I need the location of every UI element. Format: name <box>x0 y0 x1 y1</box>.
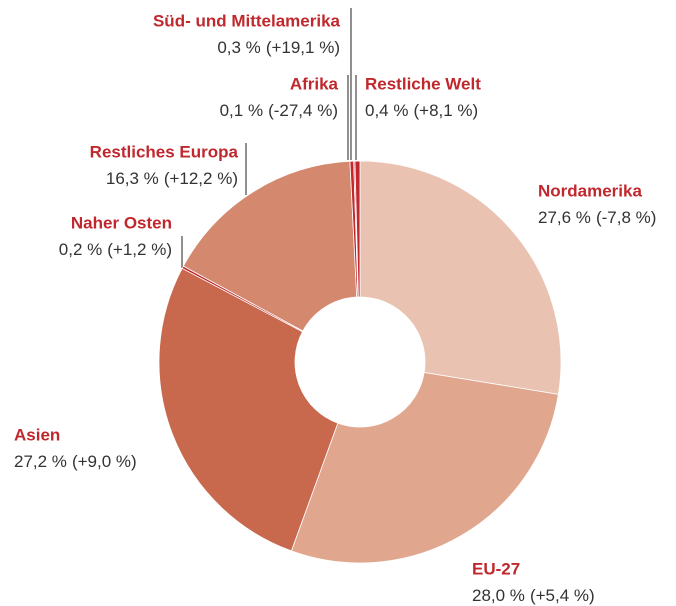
donut-segment <box>359 160 562 395</box>
value-text: 0,2 % <box>59 240 102 259</box>
donut-segment <box>290 372 559 564</box>
category-label: Asien <box>14 425 60 444</box>
value-label: 0,3 % (+19,1 %) <box>217 38 340 57</box>
change-text: (-27,4 %) <box>268 101 338 120</box>
value-text: 0,1 % <box>220 101 263 120</box>
category-label: Afrika <box>290 74 339 93</box>
change-text: (+12,2 %) <box>164 169 238 188</box>
category-label: Nordamerika <box>538 181 642 200</box>
value-text: 27,6 % <box>538 208 591 227</box>
category-label: Naher Osten <box>71 213 172 232</box>
category-label: EU-27 <box>472 559 520 578</box>
donut-segment <box>182 160 358 332</box>
change-text: (+19,1 %) <box>266 38 340 57</box>
category-label: Restliche Welt <box>365 74 481 93</box>
value-text: 0,4 % <box>365 101 408 120</box>
value-label: 0,4 % (+8,1 %) <box>365 101 478 120</box>
category-label: Restliches Europa <box>90 142 239 161</box>
donut-segment <box>354 160 361 298</box>
value-label: 16,3 % (+12,2 %) <box>106 169 238 188</box>
change-text: (-7,8 %) <box>596 208 656 227</box>
leader-lines <box>181 8 357 268</box>
change-text: (+9,0 %) <box>72 452 137 471</box>
donut-segment <box>158 267 339 552</box>
change-text: (+5,4 %) <box>530 586 595 605</box>
value-text: 27,2 % <box>14 452 67 471</box>
change-text: (+8,1 %) <box>413 101 478 120</box>
value-text: 0,3 % <box>217 38 260 57</box>
change-text: (+1,2 %) <box>107 240 172 259</box>
value-text: 28,0 % <box>472 586 525 605</box>
value-label: 27,6 % (-7,8 %) <box>538 208 656 227</box>
value-label: 27,2 % (+9,0 %) <box>14 452 137 471</box>
value-text: 16,3 % <box>106 169 159 188</box>
category-label: Süd- und Mittelamerika <box>153 11 341 30</box>
value-label: 28,0 % (+5,4 %) <box>472 586 595 605</box>
value-label: 0,2 % (+1,2 %) <box>59 240 172 259</box>
value-label: 0,1 % (-27,4 %) <box>220 101 338 120</box>
